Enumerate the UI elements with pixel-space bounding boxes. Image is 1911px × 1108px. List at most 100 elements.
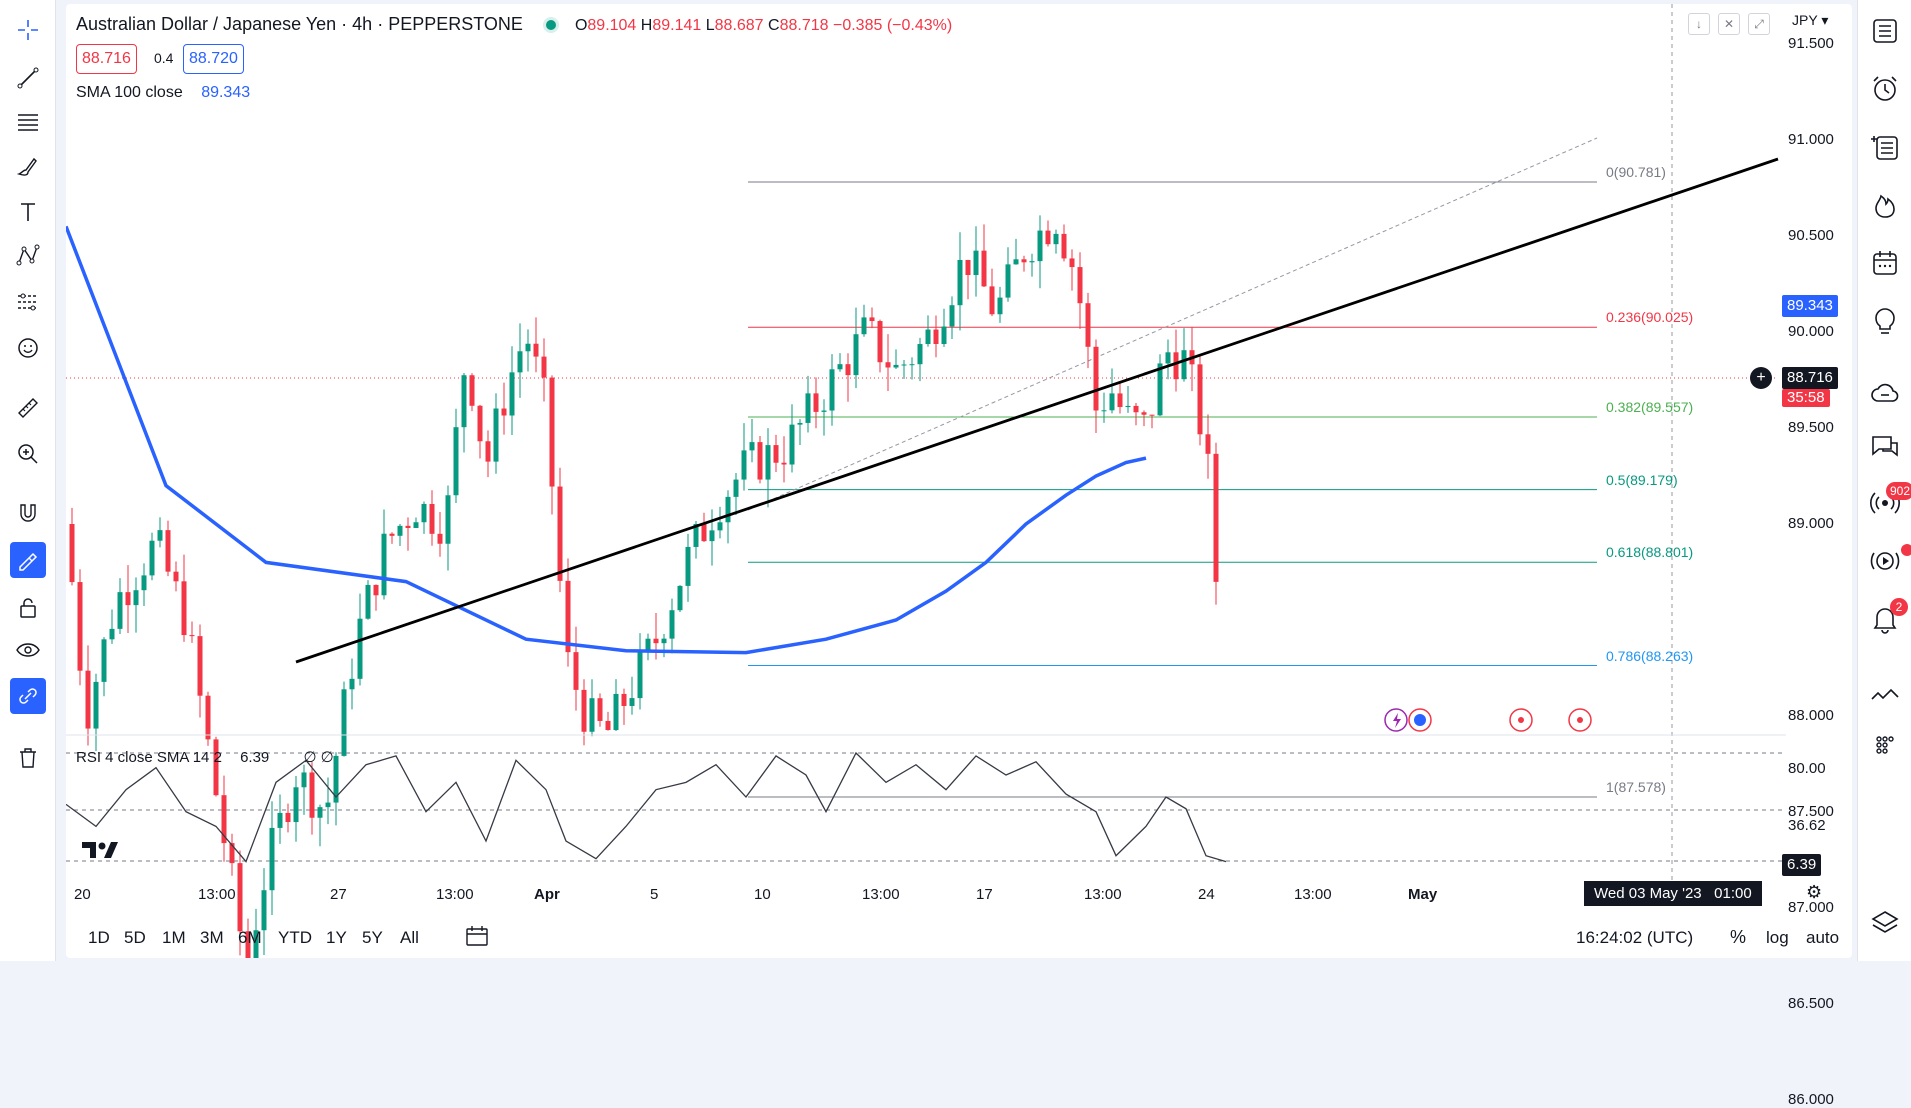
time-axis-label: May bbox=[1408, 886, 1438, 903]
magnet-icon[interactable] bbox=[10, 496, 46, 532]
candle-body bbox=[221, 795, 227, 844]
time-axis-label: Apr bbox=[534, 886, 560, 903]
price-axis-label: 91.000 bbox=[1788, 131, 1834, 148]
calendar-icon[interactable] bbox=[1866, 244, 1904, 282]
candle-body bbox=[1157, 363, 1163, 416]
range-button-5d[interactable]: 5D bbox=[124, 928, 146, 947]
auto-scale-toggle[interactable]: auto bbox=[1806, 928, 1840, 947]
candle-body bbox=[285, 812, 291, 823]
candle-body bbox=[685, 546, 691, 586]
candle-body bbox=[373, 584, 379, 596]
rsi-line bbox=[66, 751, 1227, 863]
time-axis-label: 13:00 bbox=[1294, 886, 1332, 903]
axis-settings-gear-icon[interactable]: ⚙ bbox=[1806, 882, 1823, 902]
candle-body bbox=[1037, 230, 1043, 262]
sell-price-button[interactable]: 88.716 bbox=[76, 44, 137, 74]
percent-scale-toggle[interactable]: % bbox=[1730, 927, 1747, 947]
brush-icon[interactable] bbox=[10, 148, 46, 184]
date-range-calendar-icon[interactable] bbox=[464, 924, 490, 948]
candle-body bbox=[997, 297, 1003, 315]
candle-body bbox=[1133, 405, 1139, 413]
candle-body bbox=[453, 427, 459, 496]
candle-body bbox=[365, 584, 371, 619]
ohlc-values: O89.104 H89.141 L88.687 C88.718 −0.385 (… bbox=[574, 17, 953, 34]
candle-body bbox=[693, 523, 699, 547]
maximize-icon[interactable]: ⤢ bbox=[1748, 13, 1770, 35]
candle-body bbox=[717, 522, 723, 531]
stay-in-drawing-mode-icon[interactable] bbox=[10, 542, 46, 578]
strategy-dots-icon[interactable] bbox=[1866, 726, 1904, 764]
fib-level-label: 0.5(89.179) bbox=[1606, 471, 1678, 488]
log-scale-toggle[interactable]: log bbox=[1766, 928, 1789, 947]
price-axis-label: 86.000 bbox=[1788, 1091, 1834, 1108]
lock-icon[interactable] bbox=[10, 590, 46, 626]
candle-body bbox=[517, 351, 523, 373]
range-button-3m[interactable]: 3M bbox=[200, 928, 224, 947]
price-axis-label: 91.500 bbox=[1788, 35, 1834, 52]
range-button-1y[interactable]: 1Y bbox=[326, 928, 347, 947]
ruler-icon[interactable] bbox=[10, 390, 46, 426]
candle-body bbox=[413, 522, 419, 528]
sync-drawings-icon[interactable] bbox=[10, 678, 46, 714]
hotlists-fire-icon[interactable] bbox=[1866, 186, 1904, 224]
candle-body bbox=[725, 496, 731, 523]
alarm-clock-icon[interactable] bbox=[1866, 70, 1904, 108]
sma-price-tag: 89.343 bbox=[1782, 295, 1838, 317]
crosshair-icon[interactable] bbox=[10, 12, 46, 48]
currency-selector[interactable]: JPY ▾ bbox=[1792, 12, 1829, 28]
bottom-toolbar: 1D 5D 1M 3M 6M YTD 1Y 5Y All 16:24:02 (UTC) % lo… bbox=[66, 918, 1852, 954]
candle-body bbox=[613, 693, 619, 731]
cloud-chat-icon[interactable] bbox=[1866, 374, 1904, 412]
range-button-all[interactable]: All bbox=[400, 928, 419, 947]
pine-editor-icon[interactable] bbox=[1866, 676, 1904, 714]
symbol-title[interactable]: Australian Dollar / Japanese Yen · 4h · … bbox=[76, 14, 523, 34]
candle-body bbox=[269, 827, 275, 891]
emoji-icon[interactable] bbox=[10, 330, 46, 366]
notifications-bell-icon[interactable] bbox=[1866, 600, 1904, 638]
chats-icon[interactable] bbox=[1866, 428, 1904, 466]
add-plus-icon[interactable]: + bbox=[1750, 367, 1772, 389]
pattern-icon[interactable] bbox=[10, 238, 46, 274]
time-axis-label: 13:00 bbox=[862, 886, 900, 903]
chart-pane[interactable] bbox=[66, 4, 1852, 958]
price-chart[interactable] bbox=[66, 4, 1852, 958]
price-axis-label: 89.500 bbox=[1788, 419, 1834, 436]
range-button-1d[interactable]: 1D bbox=[88, 928, 110, 947]
candle-body bbox=[669, 610, 675, 639]
range-button-1m[interactable]: 1M bbox=[162, 928, 186, 947]
trend-line-icon[interactable] bbox=[10, 60, 46, 96]
candle-body bbox=[69, 524, 75, 583]
candle-body bbox=[597, 698, 603, 721]
candle-body bbox=[1141, 412, 1147, 415]
object-tree-icon[interactable] bbox=[1866, 128, 1904, 166]
watchlist-icon[interactable] bbox=[1866, 12, 1904, 50]
candle-body bbox=[149, 540, 155, 576]
range-button-6m[interactable]: 6M bbox=[238, 928, 262, 947]
utc-clock[interactable]: 16:24:02 (UTC) bbox=[1576, 928, 1694, 947]
candle-body bbox=[661, 638, 667, 644]
collapse-icon[interactable]: ✕ bbox=[1718, 13, 1740, 35]
text-icon[interactable] bbox=[10, 194, 46, 230]
candle-body bbox=[429, 503, 435, 534]
zoom-in-icon[interactable] bbox=[10, 436, 46, 472]
range-button-ytd[interactable]: YTD bbox=[278, 928, 312, 947]
candle-body bbox=[445, 495, 451, 544]
candle-body bbox=[317, 807, 323, 818]
fib-retracement-icon[interactable] bbox=[10, 104, 46, 140]
candle-body bbox=[701, 523, 707, 542]
trash-icon[interactable] bbox=[10, 740, 46, 776]
ideas-lightbulb-icon[interactable] bbox=[1866, 302, 1904, 340]
scroll-down-icon[interactable]: ↓ bbox=[1688, 13, 1710, 35]
candle-body bbox=[1077, 267, 1083, 304]
live-play-icon[interactable] bbox=[1866, 542, 1904, 580]
buy-price-button[interactable]: 88.720 bbox=[183, 44, 244, 74]
rsi-legend[interactable]: RSI 4 close SMA 14 2 6.39 ∅ ∅ bbox=[76, 748, 334, 766]
candle-body bbox=[749, 442, 755, 451]
candle-body bbox=[173, 571, 179, 582]
sma-legend[interactable]: SMA 100 close 89.343 bbox=[76, 84, 250, 102]
range-button-5y[interactable]: 5Y bbox=[362, 928, 383, 947]
streams-icon[interactable] bbox=[1866, 484, 1904, 522]
eye-icon[interactable] bbox=[10, 632, 46, 668]
layers-icon[interactable] bbox=[1866, 904, 1904, 942]
forecast-icon[interactable] bbox=[10, 284, 46, 320]
